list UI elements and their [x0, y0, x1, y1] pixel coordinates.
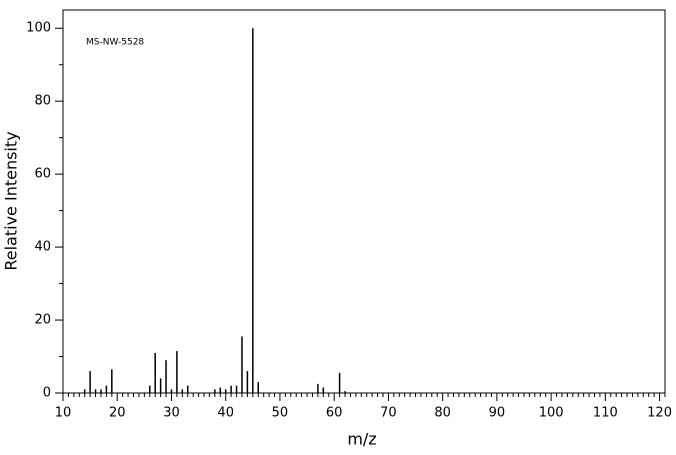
- x-tick-label: 110: [593, 406, 618, 421]
- x-tick-label: 120: [647, 406, 672, 421]
- x-tick-label: 10: [55, 406, 72, 421]
- x-tick-label: 20: [109, 406, 126, 421]
- x-tick-label: 80: [434, 406, 451, 421]
- annotation: MS-NW-5528: [86, 38, 144, 48]
- plot-frame: [62, 9, 666, 394]
- y-tick-label: 20: [34, 313, 51, 328]
- y-tick-label: 40: [34, 240, 51, 255]
- x-tick-label: 50: [272, 406, 289, 421]
- y-tick-label: 0: [43, 386, 51, 401]
- x-axis-label: m/z: [347, 430, 376, 449]
- y-axis-label: Relative Intensity: [2, 131, 21, 270]
- y-tick-label: 80: [34, 94, 51, 109]
- x-tick-label: 60: [326, 406, 343, 421]
- x-tick-label: 70: [380, 406, 397, 421]
- y-tick-label: 60: [34, 167, 51, 182]
- x-tick-label: 40: [217, 406, 234, 421]
- x-tick-label: 90: [489, 406, 506, 421]
- y-tick-label: 100: [26, 21, 51, 36]
- x-tick-label: 30: [163, 406, 180, 421]
- x-tick-label: 100: [539, 406, 564, 421]
